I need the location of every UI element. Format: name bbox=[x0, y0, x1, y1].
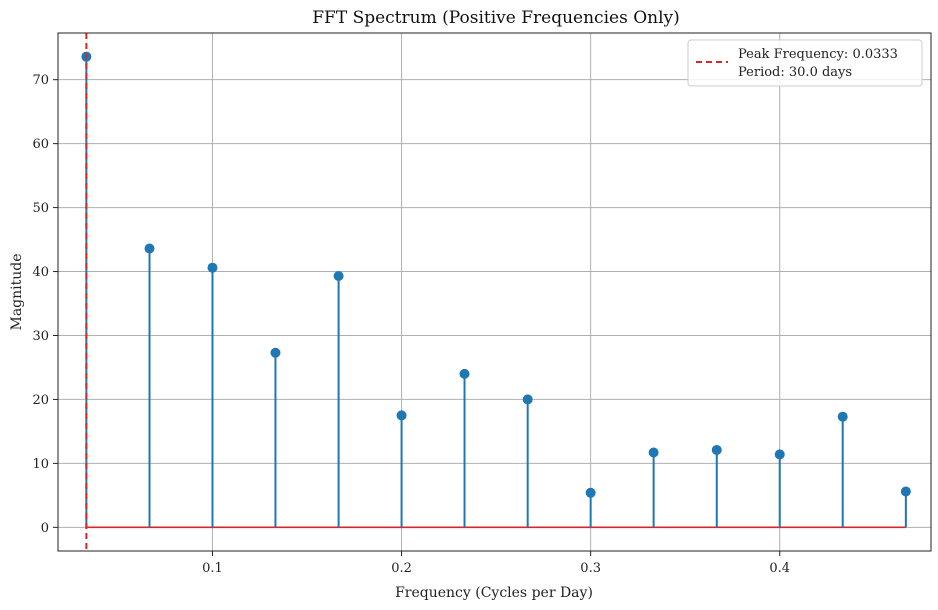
x-axis-ticks: 0.1 0.2 0.3 0.4 bbox=[202, 551, 790, 576]
y-tick-label: 50 bbox=[32, 201, 49, 216]
x-tick-label: 0.2 bbox=[391, 561, 412, 576]
legend-entry-period: Period: 30.0 days bbox=[738, 65, 852, 80]
y-tick-label: 10 bbox=[32, 457, 49, 472]
x-tick-label: 0.3 bbox=[580, 561, 601, 576]
stem-marker bbox=[207, 262, 218, 273]
stem-marker bbox=[270, 347, 281, 358]
stem-marker bbox=[648, 447, 659, 458]
stem-marker bbox=[144, 243, 155, 254]
x-tick-label: 0.4 bbox=[769, 561, 790, 576]
legend-entry-peak-frequency: Peak Frequency: 0.0333 bbox=[738, 47, 898, 62]
y-tick-label: 20 bbox=[32, 393, 49, 408]
x-tick-label: 0.1 bbox=[202, 561, 223, 576]
y-axis-ticks: 0 10 20 30 40 50 60 70 bbox=[32, 73, 58, 536]
stem-marker bbox=[837, 411, 848, 422]
y-tick-label: 30 bbox=[32, 329, 49, 344]
x-axis-label: Frequency (Cycles per Day) bbox=[395, 585, 593, 601]
legend-box bbox=[687, 39, 923, 87]
y-tick-label: 40 bbox=[32, 265, 49, 280]
y-tick-label: 70 bbox=[32, 73, 49, 88]
stem-marker bbox=[711, 444, 722, 455]
stem-marker bbox=[396, 410, 407, 421]
stem-marker bbox=[333, 271, 344, 282]
stem-marker bbox=[774, 449, 785, 460]
y-tick-label: 60 bbox=[32, 137, 49, 152]
stem-marker bbox=[585, 487, 596, 498]
legend: Peak Frequency: 0.0333 Period: 30.0 days bbox=[687, 39, 923, 87]
stem-marker bbox=[900, 486, 911, 497]
stem-marker bbox=[522, 394, 533, 405]
chart-title: FFT Spectrum (Positive Frequencies Only) bbox=[312, 8, 680, 28]
y-axis-label: Magnitude bbox=[9, 253, 25, 330]
stem-marker bbox=[459, 368, 470, 379]
y-tick-label: 0 bbox=[41, 521, 49, 536]
plot-frame bbox=[57, 32, 932, 552]
